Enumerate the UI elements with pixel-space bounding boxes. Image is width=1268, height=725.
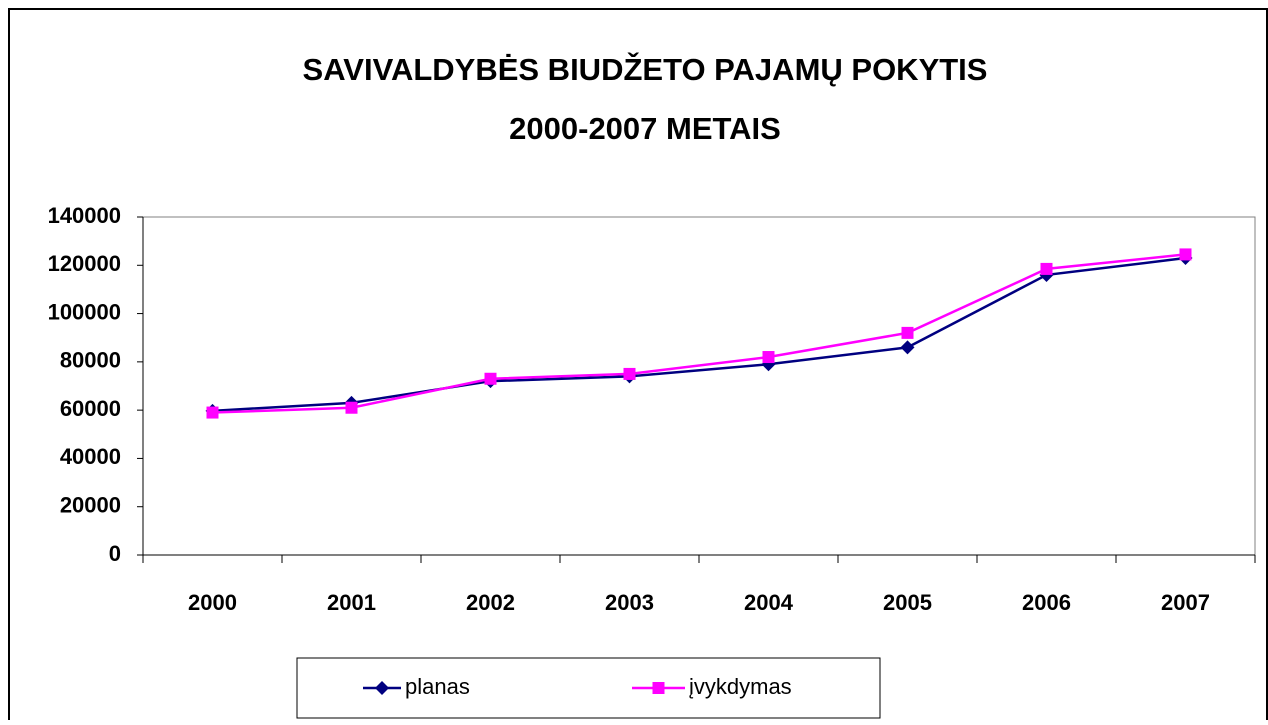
series-line [212, 253, 1186, 414]
marker [206, 406, 219, 419]
y-tick-label: 140000 [48, 203, 121, 228]
x-tick-label: 2006 [1022, 590, 1071, 615]
legend-label: įvykdymas [689, 674, 792, 699]
x-tick-label: 2005 [883, 590, 932, 615]
y-tick-label: 120000 [48, 251, 121, 276]
y-tick-label: 40000 [60, 444, 121, 469]
x-tick-label: 2001 [327, 590, 376, 615]
x-tick-label: 2004 [744, 590, 794, 615]
x-tick-label: 2003 [605, 590, 654, 615]
marker [901, 326, 914, 339]
legend-label: planas [405, 674, 470, 699]
marker [623, 367, 636, 380]
y-tick-label: 60000 [60, 396, 121, 421]
chart-title: SAVIVALDYBĖS BIUDŽETO PAJAMŲ POKYTIS [303, 51, 988, 87]
marker [1179, 248, 1192, 261]
y-tick-label: 100000 [48, 299, 121, 324]
y-tick-label: 80000 [60, 348, 121, 373]
chart-title: 2000-2007 METAIS [509, 111, 781, 146]
marker [652, 682, 665, 694]
x-tick-label: 2002 [466, 590, 515, 615]
x-tick-label: 2000 [188, 590, 237, 615]
y-tick-label: 20000 [60, 493, 121, 518]
x-tick-label: 2007 [1161, 590, 1210, 615]
marker [484, 372, 497, 385]
marker [375, 681, 389, 695]
marker [1040, 262, 1053, 275]
y-tick-label: 0 [109, 541, 121, 566]
marker [762, 351, 775, 364]
marker [900, 340, 915, 355]
plot-area [142, 216, 1256, 556]
series-line [212, 256, 1186, 413]
marker [345, 401, 358, 414]
